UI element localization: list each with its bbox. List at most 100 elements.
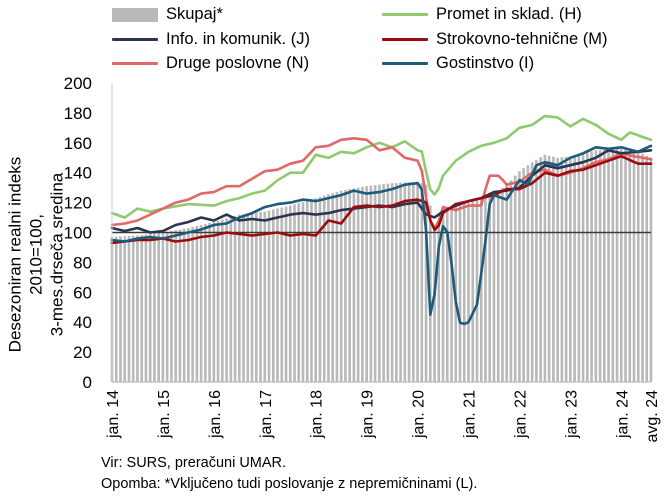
bar	[581, 153, 585, 382]
source-note: Vir: SURS, preračuni UMAR.	[101, 455, 287, 471]
x-tick-label: jan. 19	[360, 390, 377, 439]
bar	[365, 186, 368, 382]
bar	[144, 234, 148, 382]
bar	[212, 222, 216, 382]
bar	[178, 229, 182, 382]
legend-swatch-info	[112, 38, 158, 41]
bar	[250, 213, 254, 382]
bar	[216, 220, 220, 382]
legend-item-gostinstvo: Gostinstvo (I)	[382, 54, 534, 73]
bar	[361, 186, 364, 382]
bar	[318, 196, 322, 382]
legend-swatch-strokovno	[382, 38, 428, 41]
bar	[191, 227, 194, 382]
bar	[221, 219, 224, 382]
legend-label-druge: Druge poslovne (N)	[166, 54, 310, 72]
bar	[170, 231, 173, 382]
y-tick-label: 0	[83, 373, 92, 392]
bar	[526, 165, 530, 382]
legend-item-info: Info. in komunik. (J)	[112, 30, 310, 49]
y-tick-label: 100	[64, 224, 92, 243]
bar	[390, 183, 394, 382]
bar	[293, 204, 296, 382]
bar	[615, 149, 619, 382]
bar	[284, 206, 288, 382]
bar	[462, 201, 466, 382]
bar	[552, 156, 555, 382]
bar	[535, 159, 538, 382]
bar	[441, 214, 445, 382]
legend-item-druge: Druge poslovne (N)	[112, 54, 309, 73]
bar	[501, 187, 504, 382]
bar	[632, 151, 636, 382]
y-tick-label: 180	[64, 104, 92, 123]
bar	[611, 149, 615, 382]
bar	[356, 187, 360, 382]
legend-item-skupaj: Skupaj*	[112, 5, 223, 24]
bar	[450, 206, 453, 382]
x-tick-label: jan. 15	[156, 390, 173, 439]
footnote: Opomba: *Vključeno tudi poslovanje z nep…	[101, 476, 478, 492]
x-tick-label: jan. 17	[258, 390, 275, 439]
bar	[437, 220, 441, 382]
line-series-group	[110, 114, 653, 326]
x-tick-label: jan. 20	[411, 390, 428, 439]
bar	[420, 183, 424, 382]
bar	[322, 195, 326, 382]
bar	[382, 184, 385, 382]
y-tick-label: 120	[64, 194, 92, 213]
bar	[573, 155, 576, 382]
legend-swatch-gostinstvo	[382, 62, 428, 65]
bar	[649, 157, 653, 382]
bar	[114, 236, 118, 382]
bar	[496, 190, 500, 382]
bar	[348, 189, 351, 382]
bar	[314, 198, 318, 382]
legend-label-skupaj: Skupaj*	[166, 5, 223, 23]
bar	[157, 233, 160, 382]
bar	[556, 157, 559, 382]
x-tick-label: jan. 18	[309, 390, 326, 439]
legend-item-strokovno: Strokovno-tehnične (M)	[382, 30, 608, 49]
y-tick-label: 140	[64, 164, 92, 183]
bar	[412, 181, 415, 382]
bar	[199, 225, 203, 382]
series-line-promet	[110, 114, 653, 219]
bar	[148, 234, 152, 382]
x-tick-label: jan. 23	[563, 390, 580, 439]
bar	[208, 223, 211, 382]
bar	[433, 226, 436, 382]
x-tick-label: jan. 24	[614, 390, 631, 439]
legend-label-gostinstvo: Gostinstvo (I)	[436, 54, 535, 72]
bar	[259, 212, 262, 382]
bar	[603, 149, 606, 382]
series-line-strokovno	[110, 155, 653, 245]
legend-swatch-promet	[382, 13, 428, 16]
y-tick-label: 200	[64, 74, 92, 93]
bar	[624, 149, 627, 382]
bar	[458, 202, 462, 382]
bar	[628, 150, 632, 382]
bar	[140, 234, 144, 382]
bar	[590, 151, 593, 382]
bar	[399, 182, 402, 382]
bar	[636, 151, 640, 382]
bar	[271, 209, 275, 382]
bar	[276, 208, 279, 382]
bar	[136, 235, 139, 382]
y-tick-label: 80	[73, 253, 92, 272]
x-tick-label: jan. 16	[207, 390, 224, 439]
bar	[267, 210, 271, 382]
bar	[344, 189, 347, 382]
bar	[280, 207, 284, 382]
legend-swatch-druge	[112, 62, 158, 65]
bar	[594, 150, 598, 382]
bar	[378, 184, 381, 382]
bar	[645, 155, 649, 382]
bar	[479, 199, 483, 382]
bar	[335, 191, 339, 382]
legend-label-info: Info. in komunik. (J)	[166, 30, 310, 48]
bar	[297, 203, 301, 382]
bar	[254, 212, 258, 382]
bar	[165, 231, 169, 382]
